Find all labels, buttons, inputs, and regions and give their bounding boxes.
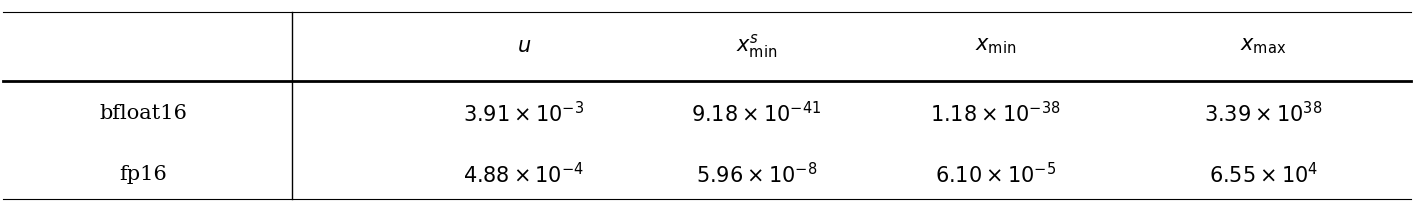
Text: fp16: fp16 (120, 164, 167, 183)
Text: $3.39 \times 10^{38}$: $3.39 \times 10^{38}$ (1205, 100, 1322, 125)
Text: $x^{s}_{\mathrm{min}}$: $x^{s}_{\mathrm{min}}$ (735, 32, 776, 60)
Text: $u$: $u$ (516, 37, 532, 55)
Text: $6.55 \times 10^{4}$: $6.55 \times 10^{4}$ (1209, 161, 1318, 186)
Text: $1.18 \times 10^{-38}$: $1.18 \times 10^{-38}$ (930, 100, 1060, 125)
Text: bfloat16: bfloat16 (99, 103, 188, 122)
Text: $4.88 \times 10^{-4}$: $4.88 \times 10^{-4}$ (464, 161, 584, 186)
Text: $3.91 \times 10^{-3}$: $3.91 \times 10^{-3}$ (464, 100, 584, 125)
Text: $6.10 \times 10^{-5}$: $6.10 \times 10^{-5}$ (935, 161, 1056, 186)
Text: $x_{\mathrm{max}}$: $x_{\mathrm{max}}$ (1240, 36, 1287, 56)
Text: $9.18 \times 10^{-41}$: $9.18 \times 10^{-41}$ (691, 100, 822, 125)
Text: $x_{\mathrm{min}}$: $x_{\mathrm{min}}$ (976, 36, 1017, 56)
Text: $5.96 \times 10^{-8}$: $5.96 \times 10^{-8}$ (696, 161, 817, 186)
